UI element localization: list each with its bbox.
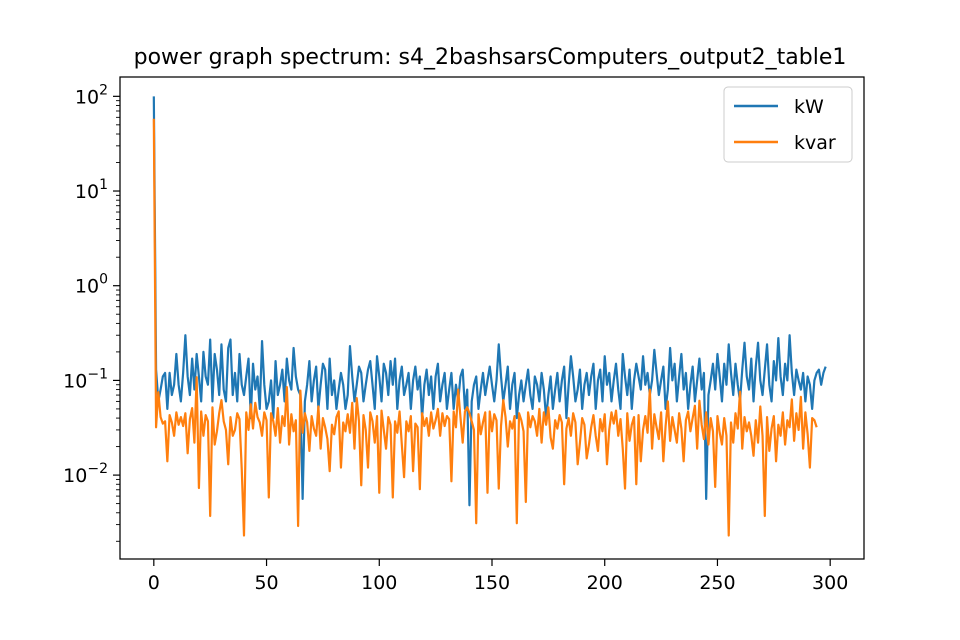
y-tick-label: 100 [75, 272, 108, 298]
legend-label-kvar: kvar [794, 132, 836, 154]
x-tick-label: 150 [474, 572, 510, 594]
y-axis: 10−2 10−1 100 101 102 [63, 82, 120, 542]
legend-label-kw: kW [794, 96, 824, 118]
y-tick-label: 10−1 [63, 366, 108, 392]
x-tick-label: 250 [699, 572, 735, 594]
x-tick-label: 100 [361, 572, 397, 594]
series-layer [152, 96, 827, 537]
series-line-kvar [152, 118, 818, 537]
chart-title: power graph spectrum: s4_2bashsarsComput… [134, 45, 847, 70]
x-axis: 0 50 100 150 200 250 300 [148, 559, 848, 594]
y-tick-label: 10−2 [63, 461, 108, 487]
x-tick-label: 200 [587, 572, 623, 594]
legend: kW kvar [723, 86, 853, 163]
x-tick-label: 50 [254, 572, 278, 594]
y-tick-label: 102 [75, 82, 108, 108]
y-tick-label: 101 [75, 177, 108, 203]
x-tick-label: 0 [148, 572, 160, 594]
series-line-kw [152, 96, 827, 507]
x-tick-label: 300 [812, 572, 848, 594]
